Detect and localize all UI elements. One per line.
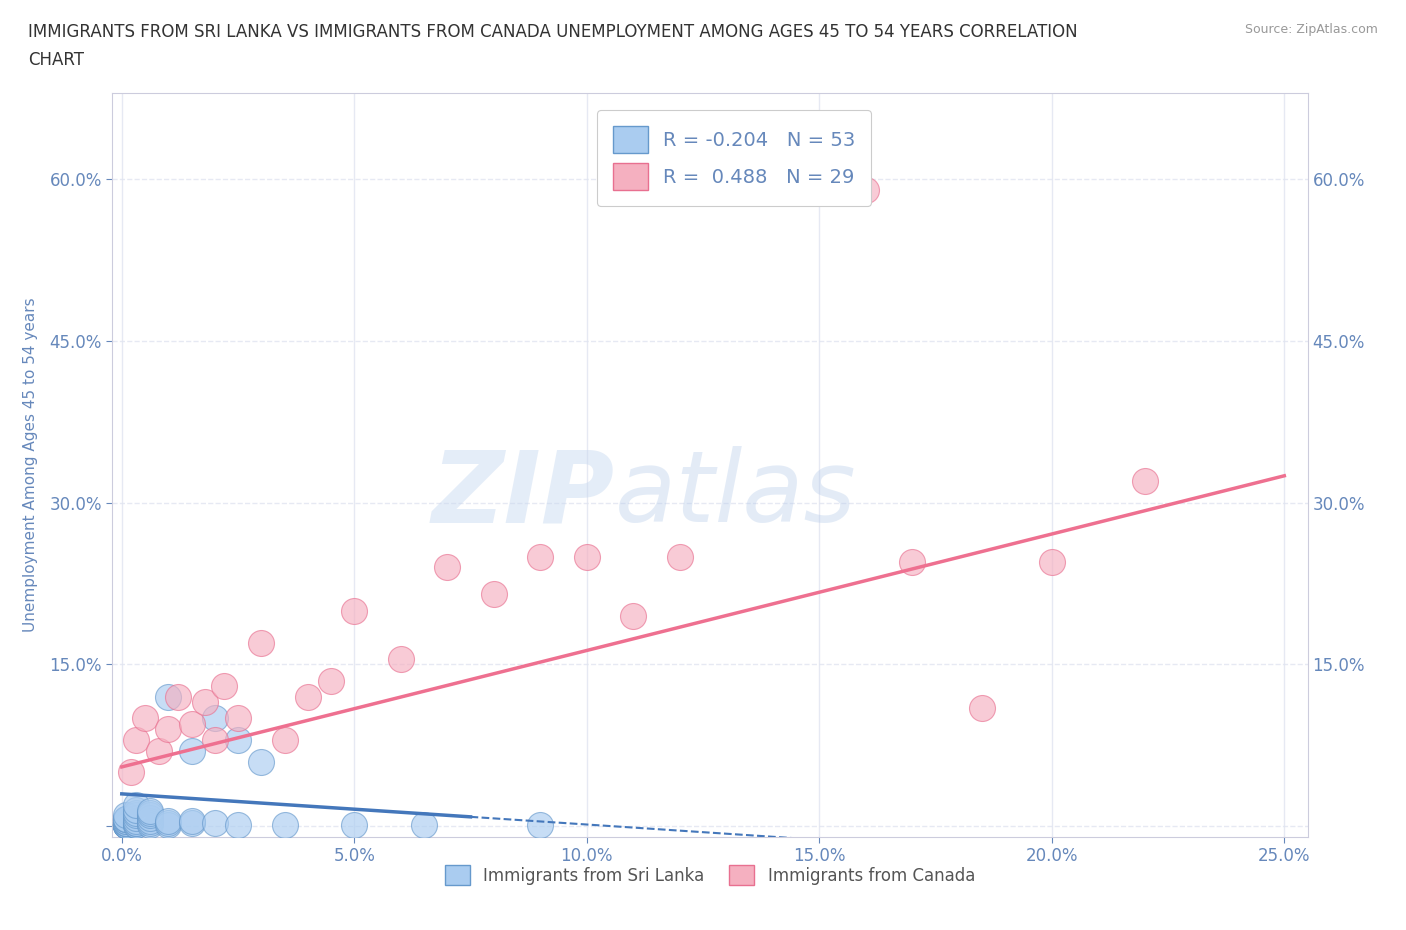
- Point: [115, 816, 138, 830]
- Point: [212, 679, 235, 694]
- Point: [125, 805, 148, 820]
- Point: [115, 817, 138, 832]
- Point: [115, 811, 138, 826]
- Point: [115, 817, 138, 832]
- Point: [138, 817, 160, 832]
- Point: [125, 816, 148, 830]
- Point: [157, 816, 180, 830]
- Point: [482, 587, 505, 602]
- Point: [343, 817, 366, 832]
- Point: [120, 764, 142, 779]
- Point: [575, 550, 598, 565]
- Point: [297, 689, 319, 704]
- Point: [436, 560, 458, 575]
- Point: [148, 743, 170, 758]
- Point: [194, 695, 217, 710]
- Point: [115, 817, 138, 832]
- Point: [204, 816, 226, 830]
- Point: [226, 817, 249, 832]
- Point: [125, 810, 148, 825]
- Point: [529, 817, 551, 832]
- Point: [115, 817, 138, 832]
- Point: [204, 733, 226, 748]
- Point: [115, 811, 138, 826]
- Point: [115, 817, 138, 832]
- Point: [125, 814, 148, 829]
- Point: [157, 814, 180, 829]
- Point: [180, 816, 202, 830]
- Point: [343, 604, 366, 618]
- Point: [529, 550, 551, 565]
- Point: [115, 817, 138, 832]
- Point: [115, 816, 138, 830]
- Point: [125, 733, 148, 748]
- Text: ZIP: ZIP: [432, 446, 614, 543]
- Point: [157, 689, 180, 704]
- Point: [180, 743, 202, 758]
- Text: Source: ZipAtlas.com: Source: ZipAtlas.com: [1244, 23, 1378, 36]
- Point: [138, 810, 160, 825]
- Text: IMMIGRANTS FROM SRI LANKA VS IMMIGRANTS FROM CANADA UNEMPLOYMENT AMONG AGES 45 T: IMMIGRANTS FROM SRI LANKA VS IMMIGRANTS …: [28, 23, 1078, 41]
- Point: [389, 652, 412, 667]
- Point: [125, 808, 148, 823]
- Point: [157, 817, 180, 832]
- Point: [273, 817, 295, 832]
- Point: [250, 635, 273, 650]
- Point: [138, 816, 160, 830]
- Point: [125, 817, 148, 832]
- Text: CHART: CHART: [28, 51, 84, 69]
- Point: [134, 711, 156, 725]
- Point: [166, 689, 188, 704]
- Point: [621, 608, 644, 623]
- Point: [273, 733, 295, 748]
- Point: [157, 722, 180, 737]
- Y-axis label: Unemployment Among Ages 45 to 54 years: Unemployment Among Ages 45 to 54 years: [24, 298, 38, 632]
- Legend: Immigrants from Sri Lanka, Immigrants from Canada: Immigrants from Sri Lanka, Immigrants fr…: [439, 858, 981, 892]
- Text: atlas: atlas: [614, 446, 856, 543]
- Point: [138, 814, 160, 829]
- Point: [115, 817, 138, 832]
- Point: [1133, 473, 1156, 488]
- Point: [115, 814, 138, 829]
- Point: [115, 811, 138, 826]
- Point: [319, 673, 342, 688]
- Point: [138, 805, 160, 820]
- Point: [125, 803, 148, 817]
- Point: [115, 814, 138, 829]
- Point: [125, 797, 148, 812]
- Point: [115, 808, 138, 823]
- Point: [669, 550, 692, 565]
- Point: [204, 711, 226, 725]
- Point: [1040, 554, 1063, 569]
- Point: [855, 182, 877, 197]
- Point: [180, 814, 202, 829]
- Point: [115, 816, 138, 830]
- Point: [413, 817, 436, 832]
- Point: [115, 816, 138, 830]
- Point: [138, 804, 160, 818]
- Point: [115, 817, 138, 832]
- Point: [901, 554, 924, 569]
- Point: [970, 700, 993, 715]
- Point: [125, 816, 148, 830]
- Point: [180, 716, 202, 731]
- Point: [138, 808, 160, 823]
- Point: [250, 754, 273, 769]
- Point: [115, 817, 138, 832]
- Point: [226, 733, 249, 748]
- Point: [125, 817, 148, 832]
- Point: [226, 711, 249, 725]
- Point: [115, 817, 138, 832]
- Point: [808, 182, 831, 197]
